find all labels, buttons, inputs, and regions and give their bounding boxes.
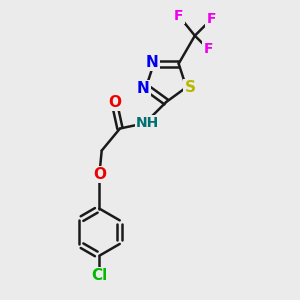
- Text: NH: NH: [136, 116, 159, 130]
- Text: Cl: Cl: [91, 268, 107, 283]
- Text: F: F: [203, 42, 213, 56]
- Text: N: N: [137, 81, 149, 96]
- Text: O: O: [93, 167, 106, 182]
- Text: F: F: [174, 9, 183, 23]
- Text: S: S: [184, 80, 195, 95]
- Text: N: N: [146, 55, 159, 70]
- Text: O: O: [108, 94, 121, 110]
- Text: F: F: [206, 13, 216, 26]
